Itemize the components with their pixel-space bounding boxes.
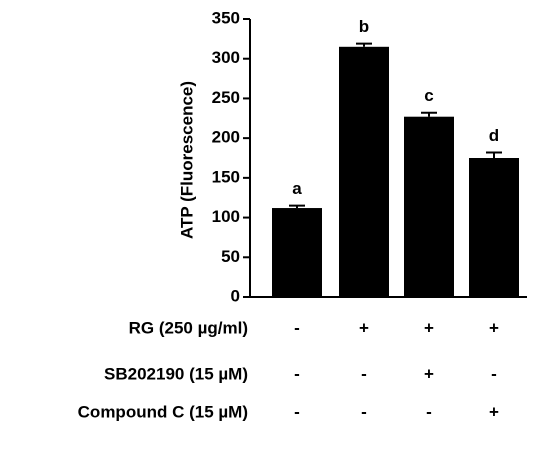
y-axis-label: ATP (Fluorescence) (177, 81, 196, 239)
bar (469, 158, 519, 297)
treatment-label: SB202190 (15 µM) (104, 364, 248, 383)
treatment-sign: - (294, 364, 300, 383)
significance-letter: b (359, 17, 369, 36)
y-tick-label: 50 (221, 247, 240, 266)
treatment-label: Compound C (15 µM) (78, 402, 248, 421)
treatment-sign: - (426, 402, 432, 421)
bar (272, 208, 322, 297)
y-tick-label: 350 (212, 8, 240, 27)
treatment-sign: - (361, 402, 367, 421)
treatment-sign: + (489, 402, 499, 421)
treatment-sign: + (359, 318, 369, 337)
error-bar (356, 42, 372, 47)
treatment-sign: + (489, 318, 499, 337)
treatment-sign: + (424, 364, 434, 383)
y-tick-label: 150 (212, 167, 240, 186)
treatment-label: RG (250 µg/ml) (129, 318, 248, 337)
y-tick-label: 300 (212, 48, 240, 67)
treatment-sign: - (294, 318, 300, 337)
error-bar (421, 111, 437, 117)
bar (339, 46, 389, 297)
bar (404, 116, 454, 297)
significance-letter: a (292, 179, 302, 198)
significance-letter: d (489, 126, 499, 145)
y-tick-label: 200 (212, 128, 240, 147)
y-tick-label: 100 (212, 207, 240, 226)
significance-letter: c (424, 86, 433, 105)
treatment-sign: - (294, 402, 300, 421)
error-bar (486, 151, 502, 158)
y-tick-label: 250 (212, 88, 240, 107)
treatment-sign: - (361, 364, 367, 383)
treatment-sign: + (424, 318, 434, 337)
y-tick-label: 0 (231, 286, 240, 305)
error-bar (289, 204, 305, 209)
treatment-sign: - (491, 364, 497, 383)
